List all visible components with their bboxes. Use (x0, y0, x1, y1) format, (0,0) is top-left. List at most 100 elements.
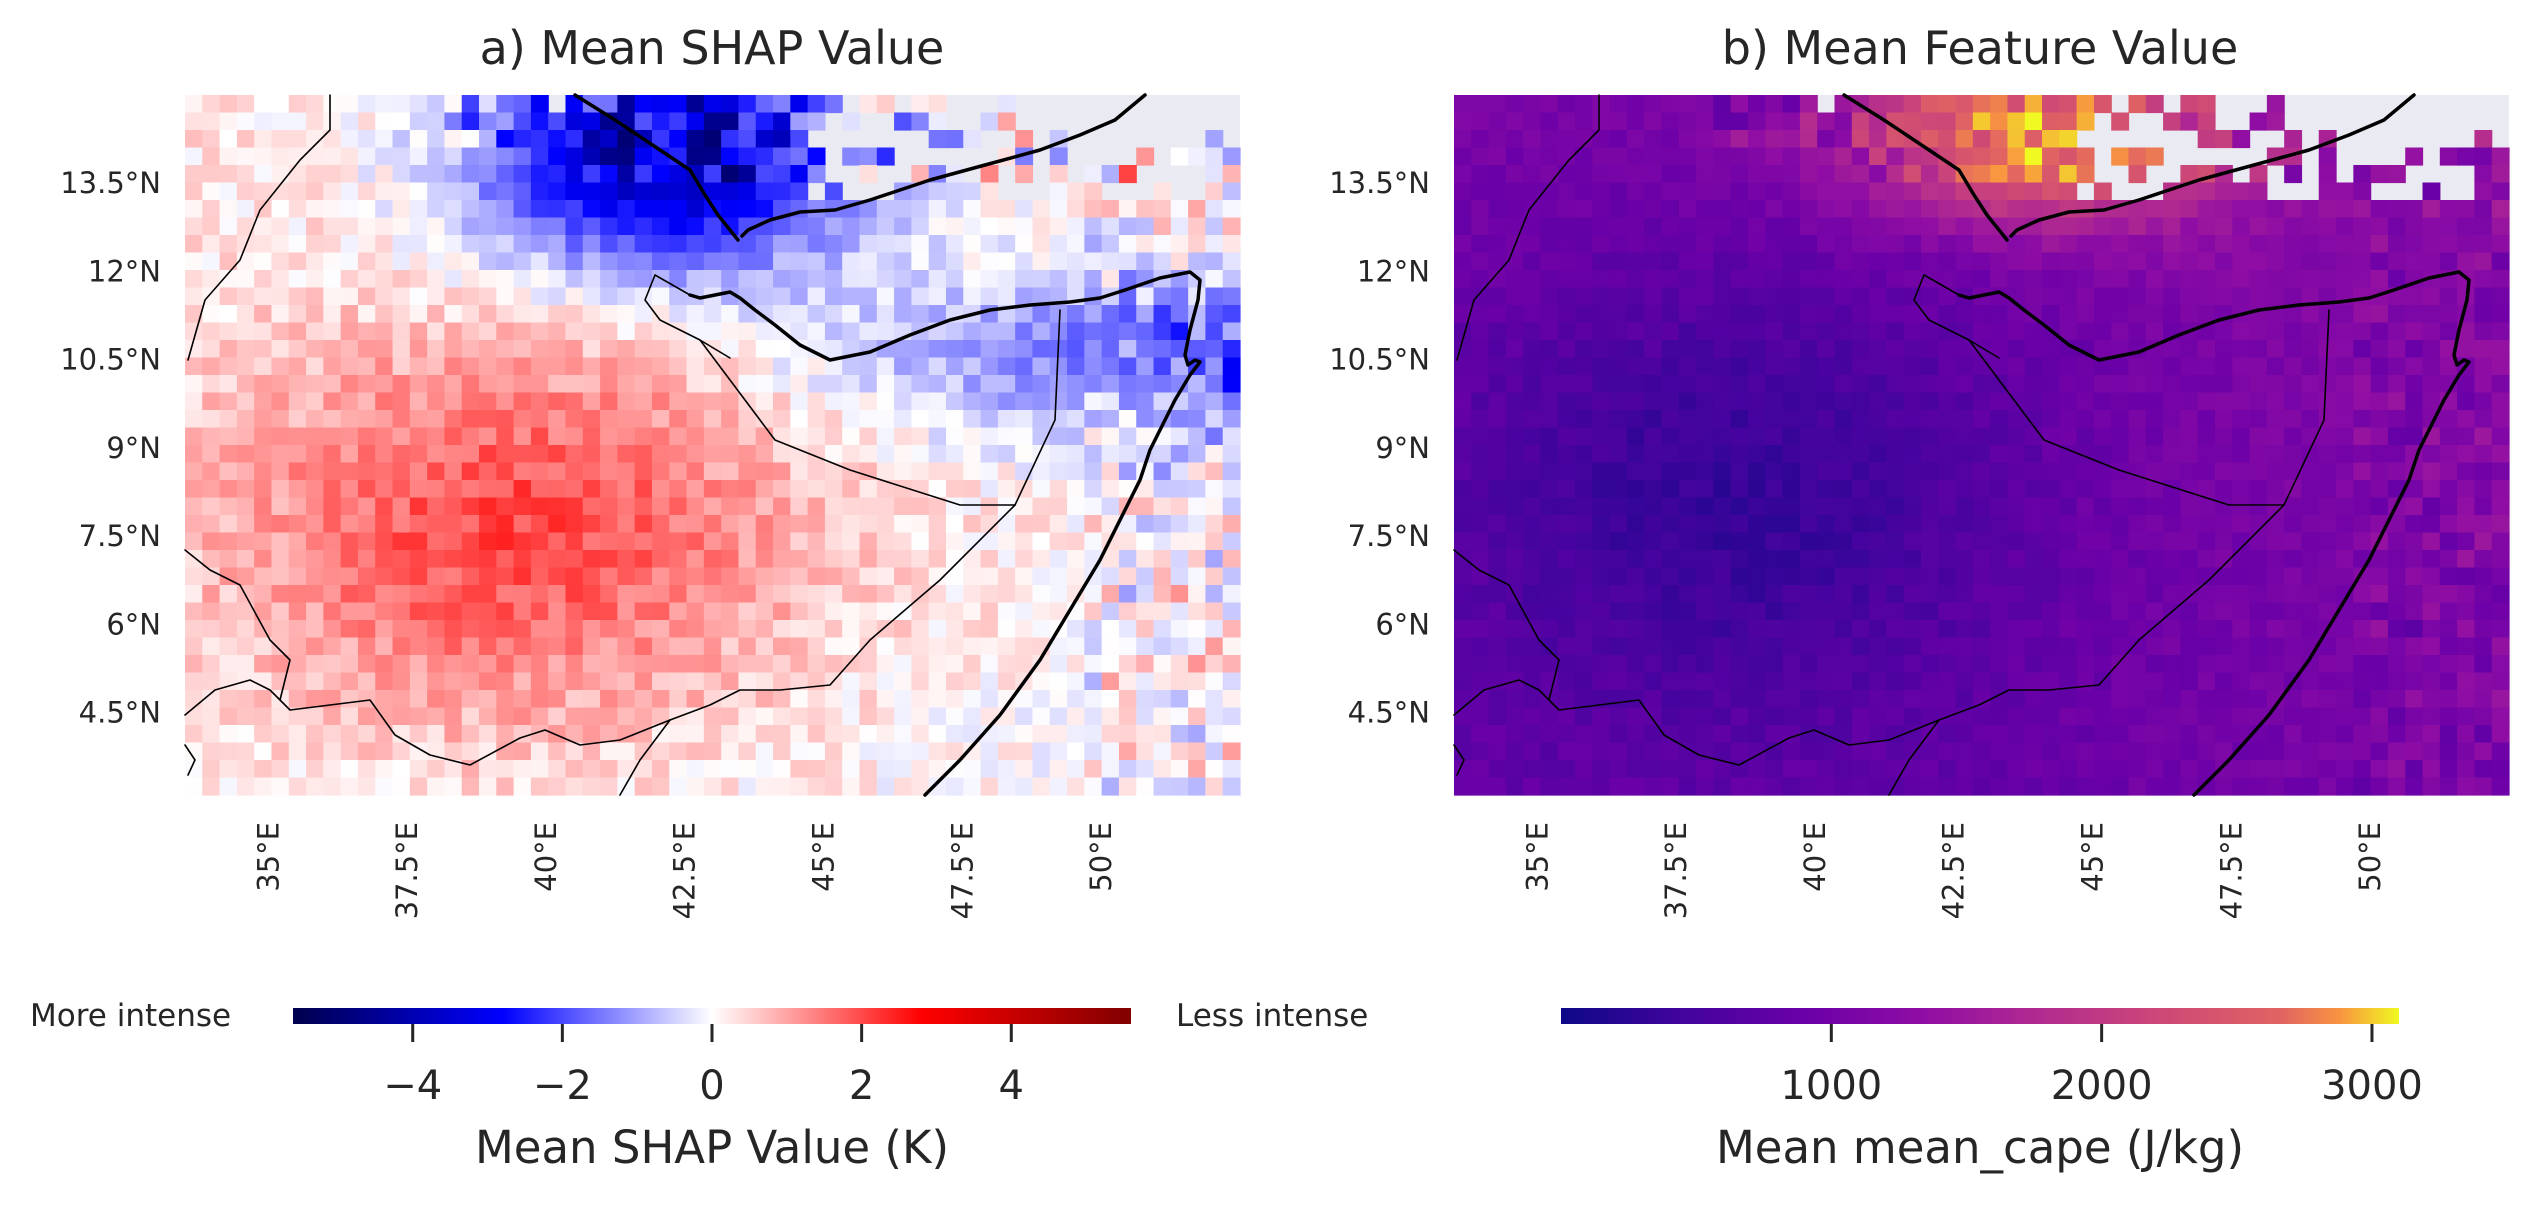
shap-grid-cell (1101, 602, 1120, 621)
cape-grid-cell (2405, 567, 2424, 586)
cape-grid-cell (2491, 200, 2510, 219)
shap-grid-cell (721, 340, 740, 359)
cape-grid-cell (2353, 392, 2372, 411)
cape-grid-cell (1955, 147, 1974, 166)
shap-grid-cell (721, 515, 740, 534)
cape-grid-cell (1869, 427, 1887, 446)
cape-grid-cell (1972, 550, 1991, 569)
cape-grid-cell (1938, 112, 1957, 131)
cape-grid-cell (1471, 270, 1490, 289)
cape-grid-cell (1799, 742, 1818, 761)
cape-grid-cell (2318, 585, 2337, 604)
shap-grid-cell (444, 165, 463, 184)
shap-grid-cell (479, 112, 497, 131)
cape-grid-cell (2422, 305, 2441, 324)
cape-grid-cell (1782, 147, 1801, 166)
shap-grid-cell (565, 340, 584, 359)
shap-grid-cell (1136, 252, 1155, 271)
shap-grid-cell (911, 777, 930, 796)
shap-grid-cell (409, 147, 428, 166)
shap-grid-cell (496, 305, 515, 324)
shap-grid-cell (651, 637, 670, 656)
shap-grid-cell (738, 357, 757, 376)
shap-grid-cell (876, 357, 895, 376)
shap-grid-cell (271, 672, 290, 691)
shap-grid-cell (1101, 200, 1120, 219)
shap-grid-cell (738, 165, 757, 184)
cape-grid-cell (1972, 165, 1991, 184)
shap-grid-cell (1118, 270, 1137, 289)
shap-grid-cell (582, 742, 601, 761)
shap-grid-cell (582, 707, 601, 726)
cape-grid-cell (1799, 550, 1818, 569)
cape-grid-cell (2145, 375, 2164, 394)
shap-grid-cell (1084, 672, 1103, 691)
shap-grid-cell (513, 620, 532, 639)
shap-grid-cell (669, 602, 688, 621)
cape-grid-cell (2422, 567, 2441, 586)
cape-grid-cell (1488, 217, 1507, 236)
cape-grid-cell (2111, 322, 2130, 341)
cape-grid-cell (2266, 112, 2285, 131)
shap-grid-cell (288, 620, 307, 639)
cape-grid-cell (2093, 340, 2112, 359)
shap-grid-cell (1153, 445, 1172, 464)
cape-grid-cell (1869, 287, 1887, 306)
shap-grid-cell (357, 602, 376, 621)
cape-grid-cell (2111, 462, 2130, 481)
shap-grid-cell (479, 445, 497, 464)
shap-grid-cell (375, 707, 394, 726)
cape-grid-cell (1678, 550, 1697, 569)
cape-grid-cell (1817, 550, 1836, 569)
cape-grid-cell (1557, 497, 1576, 516)
cape-grid-cell (2284, 585, 2303, 604)
shap-grid-cell (1188, 235, 1207, 254)
shap-grid-cell (1015, 217, 1034, 236)
shap-grid-cell (1205, 375, 1224, 394)
shap-grid-cell (703, 637, 722, 656)
shap-grid-cell (876, 602, 895, 621)
shap-grid-cell (894, 235, 912, 254)
cape-grid-cell (1592, 427, 1611, 446)
shap-grid-cell (202, 480, 221, 499)
colorbar-tick-label: 1000 (1780, 1063, 1882, 1109)
cape-grid-cell (2491, 305, 2510, 324)
cape-grid-cell (1626, 95, 1645, 114)
cape-grid-cell (2042, 217, 2060, 236)
shap-grid-cell (392, 532, 411, 551)
cape-grid-cell (1557, 602, 1576, 621)
shap-grid-cell (807, 620, 826, 639)
cape-grid-cell (1765, 567, 1784, 586)
cape-grid-cell (1972, 305, 1991, 324)
cape-grid-cell (1920, 532, 1939, 551)
shap-grid-cell (686, 655, 705, 674)
cape-grid-cell (1817, 567, 1836, 586)
shap-grid-cell (721, 95, 740, 114)
shap-grid-cell (738, 217, 757, 236)
shap-grid-cell (582, 200, 601, 219)
shap-grid-cell (427, 217, 446, 236)
shap-grid-cell (842, 375, 861, 394)
shap-grid-cell (755, 760, 774, 779)
shap-grid-cell (824, 515, 843, 534)
shap-grid-cell (288, 777, 307, 796)
cape-grid-cell (1505, 217, 1524, 236)
cape-grid-cell (1938, 672, 1957, 691)
shap-grid-cell (1136, 217, 1155, 236)
shap-grid-cell (1188, 532, 1207, 551)
cape-grid-cell (1609, 585, 1628, 604)
shap-grid-cell (790, 480, 809, 499)
shap-grid-cell (202, 777, 221, 796)
shap-grid-cell (582, 760, 601, 779)
shap-grid-cell (496, 235, 515, 254)
latitude-tick-label: 7.5°N (1348, 519, 1430, 553)
cape-grid-cell (1990, 427, 2009, 446)
cape-grid-cell (2076, 112, 2095, 131)
shap-grid-cell (824, 480, 843, 499)
longitude-tick-label: 35°E (1520, 822, 1554, 892)
cape-grid-cell (2387, 550, 2406, 569)
shap-grid-cell (1205, 585, 1224, 604)
shap-grid-cell (773, 357, 791, 376)
cape-grid-cell (2163, 392, 2181, 411)
cape-grid-cell (2439, 655, 2458, 674)
